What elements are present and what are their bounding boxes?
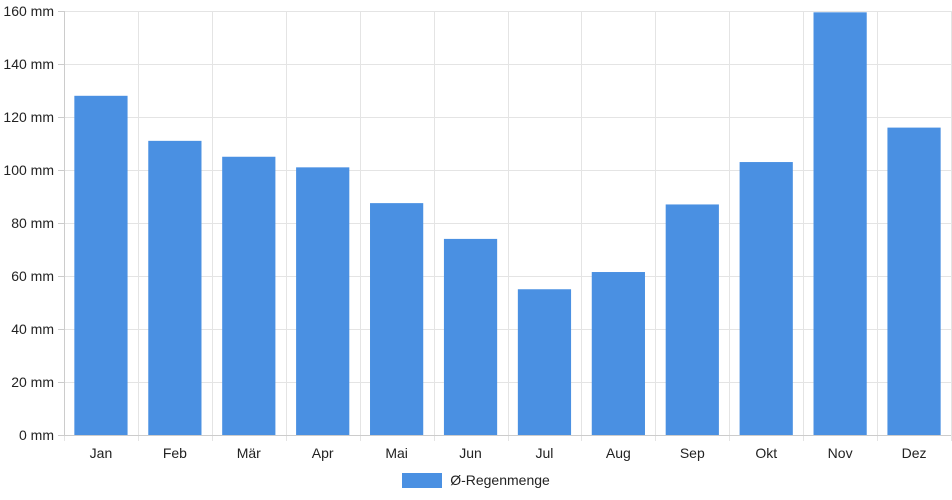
bar-Apr bbox=[296, 167, 350, 435]
y-axis-labels: 0 mm 20 mm 40 mm 60 mm 80 mm 100 mm 120 mm 140 … bbox=[3, 3, 54, 443]
x-tick-label: Jul bbox=[536, 445, 554, 461]
y-tick-label: 100 mm bbox=[3, 162, 54, 178]
bar-Nov bbox=[813, 12, 867, 435]
bar-Aug bbox=[591, 272, 645, 435]
axes bbox=[58, 11, 951, 436]
y-tick-label: 120 mm bbox=[3, 109, 54, 125]
y-tick-label: 40 mm bbox=[11, 321, 54, 337]
x-tick-label: Aug bbox=[606, 445, 631, 461]
y-tick-label: 60 mm bbox=[11, 268, 54, 284]
bar-Mai bbox=[370, 203, 424, 435]
x-tick-label: Okt bbox=[755, 445, 777, 461]
bar-Jul bbox=[517, 289, 572, 435]
legend-label: Ø-Regenmenge bbox=[450, 472, 550, 488]
y-tick-label: 140 mm bbox=[3, 56, 54, 72]
bar-Feb bbox=[148, 140, 202, 435]
x-tick-label: Apr bbox=[312, 445, 334, 461]
y-tick-label: 80 mm bbox=[11, 215, 54, 231]
y-tick-label: 0 mm bbox=[19, 427, 54, 443]
x-tick-label: Mär bbox=[237, 445, 261, 461]
bar-Okt bbox=[739, 162, 793, 436]
x-axis-labels: Jan Feb Mär Apr Mai Jun Jul Aug Sep Okt Nov Dez bbox=[90, 445, 927, 461]
x-tick-label: Jan bbox=[90, 445, 113, 461]
x-tick-label: Feb bbox=[163, 445, 187, 461]
bar-Dez bbox=[887, 127, 941, 435]
y-tick-label: 160 mm bbox=[3, 3, 54, 19]
x-tick-label: Jun bbox=[459, 445, 482, 461]
legend: Ø-Regenmenge bbox=[0, 472, 952, 488]
bars bbox=[74, 12, 941, 436]
x-tick-label: Sep bbox=[680, 445, 705, 461]
x-tick-label: Dez bbox=[902, 445, 927, 461]
y-tick-label: 20 mm bbox=[11, 374, 54, 390]
bar-Mär bbox=[222, 156, 276, 435]
x-tick-label: Mai bbox=[385, 445, 408, 461]
x-tick-label: Nov bbox=[828, 445, 853, 461]
bar-Jan bbox=[74, 95, 128, 436]
bar-Jun bbox=[443, 238, 498, 435]
legend-swatch bbox=[402, 472, 443, 488]
bar-Sep bbox=[665, 204, 719, 435]
